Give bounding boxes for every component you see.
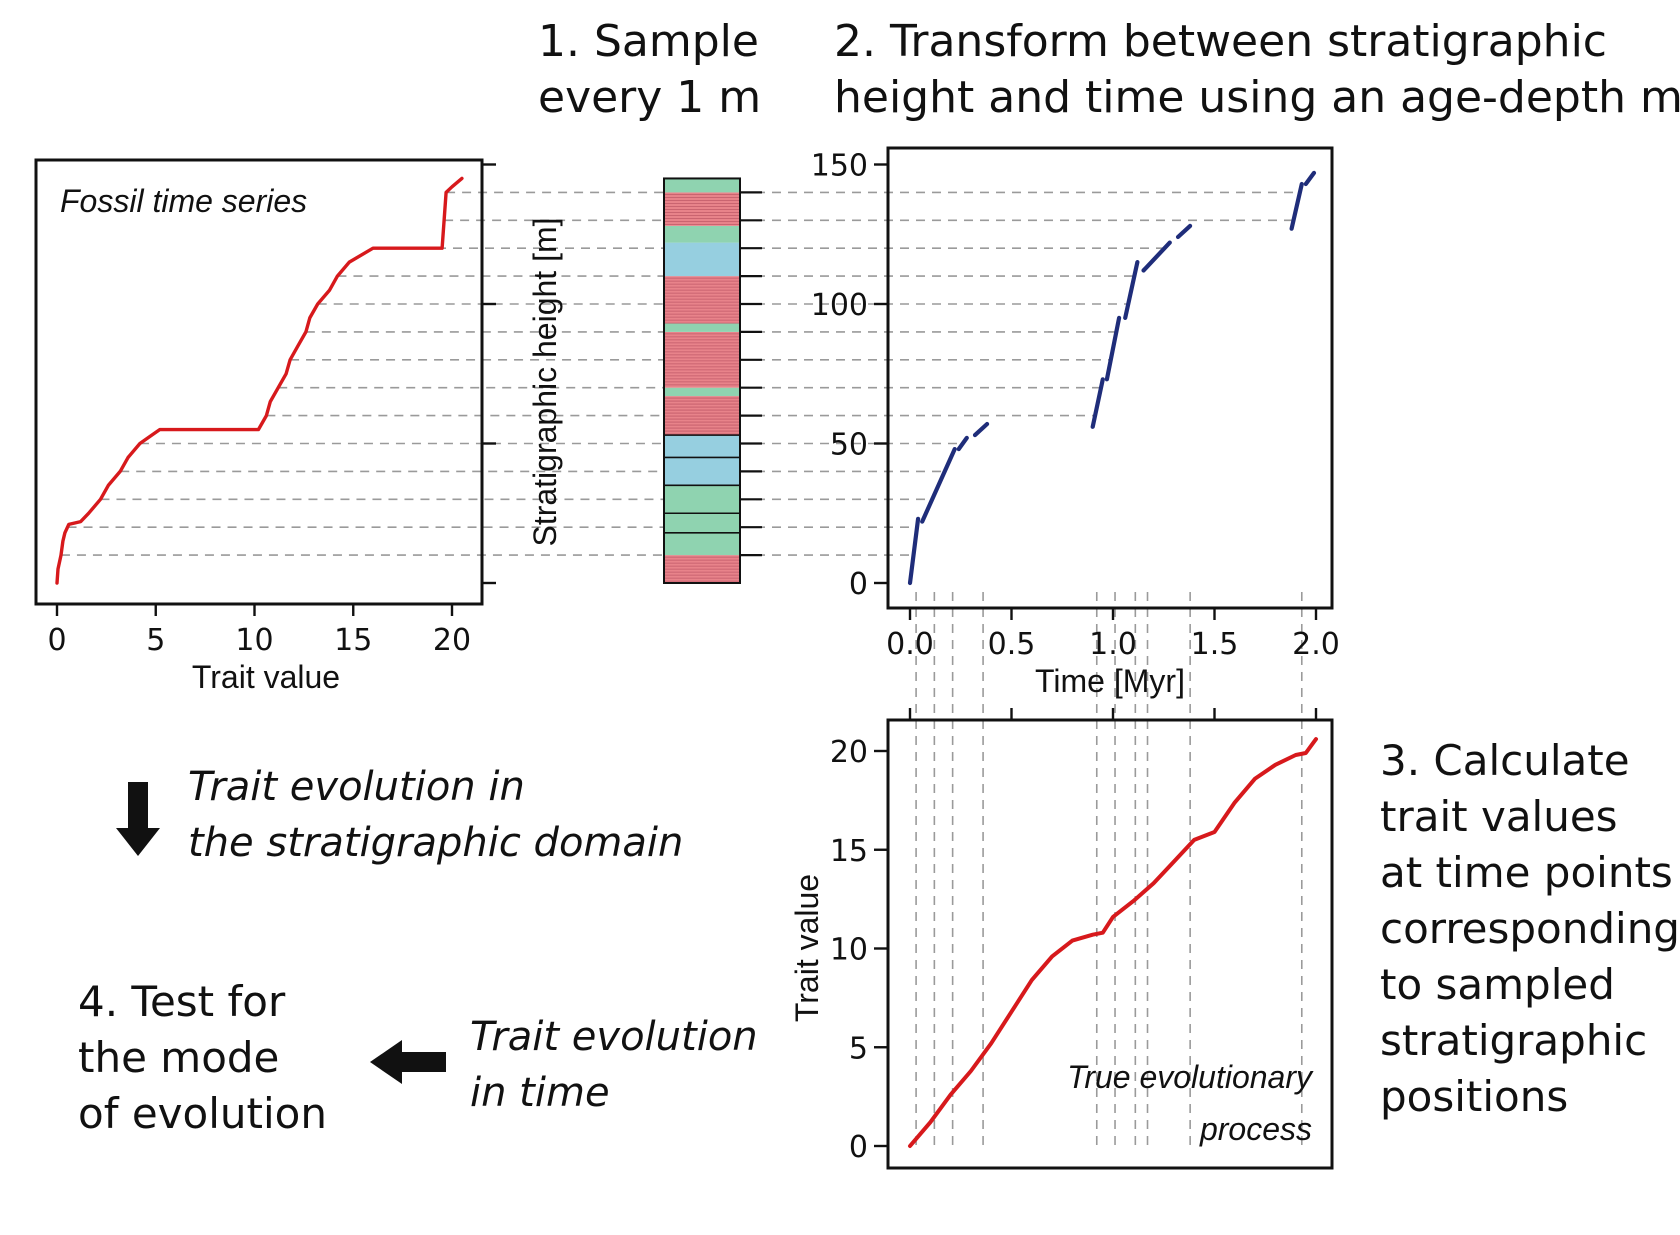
age-depth-segment: [1303, 170, 1317, 187]
age-depth-segment: [1090, 377, 1105, 429]
y-tick-label: 150: [811, 149, 868, 184]
column-layer-green: [664, 532, 740, 556]
age-depth-segment: [1104, 315, 1122, 382]
age-depth-segment: [956, 435, 969, 452]
age-depth-segment: [1123, 260, 1140, 320]
column-layer-green: [664, 323, 740, 332]
x-tick-label: 15: [334, 623, 372, 658]
age-depth-segment: [907, 516, 921, 586]
y-tick-label: 10: [830, 933, 868, 968]
panel-frame: [886, 146, 1334, 610]
y-tick-label: 0: [849, 567, 868, 602]
y-tick-label: 50: [830, 428, 868, 463]
x-tick-label: 2.0: [1292, 627, 1340, 662]
true-panel-title-line1: True evolutionary: [1067, 1059, 1314, 1095]
true-trait-line: [908, 737, 1318, 1148]
column-layer-blue: [664, 457, 740, 486]
column-layer-blue: [664, 242, 740, 277]
age-depth-segment: [972, 421, 990, 438]
panel-frame: [886, 718, 1334, 1170]
arrow-down-icon: [116, 782, 160, 856]
column-layer-green: [664, 513, 740, 533]
panel-frame: [34, 158, 484, 606]
column-layer-red: [664, 396, 740, 436]
age-depth-segment: [1141, 240, 1172, 273]
fossil-x-label: Trait value: [192, 659, 340, 695]
step3-heading: 3. Calculate trait values at time points…: [1380, 736, 1680, 1121]
true-panel-title-line2: process: [1199, 1111, 1312, 1147]
column-layer-green: [664, 485, 740, 514]
step2-heading: 2. Transform between stratigraphic heigh…: [834, 16, 1680, 123]
column-layer-green: [664, 225, 740, 243]
age-x-label: Time [Myr]: [1035, 663, 1185, 699]
fossil-panel-title: Fossil time series: [60, 183, 307, 219]
x-tick-label: 1.5: [1191, 627, 1239, 662]
y-tick-label: 100: [811, 288, 868, 323]
step1-heading: 1. Sample every 1 m: [538, 16, 773, 123]
fossil-trait-line: [55, 176, 464, 585]
age-depth-segment: [920, 447, 957, 524]
x-tick-label: 10: [235, 623, 273, 658]
time-domain-annotation: Trait evolution in time: [470, 1014, 770, 1116]
column-layer-red: [664, 276, 740, 324]
age-depth-model-panel: 0 50 100 150 0.0 0.5 1.0 1.5 2.0 Time [Myr]: [811, 146, 1340, 699]
x-tick-label: 1.0: [1089, 627, 1137, 662]
fossil-y-label: Stratigraphic height [m]: [527, 217, 563, 546]
fossil-time-series-panel: Fossil time series 0 5 10 15 20 Trait value Str…: [34, 158, 563, 695]
x-tick-label: 0: [47, 623, 66, 658]
y-tick-label: 20: [830, 735, 868, 770]
strat-domain-annotation: Trait evolution in the stratigraphic dom…: [188, 764, 683, 866]
true-y-label: Trait value: [789, 874, 825, 1022]
y-tick-label: 5: [849, 1031, 868, 1066]
arrow-left-icon: [370, 1040, 446, 1084]
x-tick-label: 5: [146, 623, 165, 658]
step4-heading: 4. Test for the mode of evolution: [78, 977, 327, 1138]
true-evolution-panel: 0 5 10 15 20 Trait value True evolutionary proc…: [789, 708, 1334, 1170]
age-depth-segment: [1175, 223, 1193, 240]
column-outline: [663, 177, 741, 584]
y-tick-label: 15: [830, 834, 868, 869]
stratigraphic-column: [663, 177, 762, 584]
column-layer-blue: [664, 435, 740, 458]
column-layer-green: [664, 387, 740, 397]
x-tick-label: 0.5: [988, 627, 1036, 662]
column-layer-green: [664, 178, 740, 193]
age-depth-segment: [1289, 181, 1304, 231]
x-tick-label: 0.0: [886, 627, 934, 662]
y-tick-label: 0: [849, 1130, 868, 1165]
x-tick-label: 20: [433, 623, 471, 658]
column-layer-red: [664, 331, 740, 388]
